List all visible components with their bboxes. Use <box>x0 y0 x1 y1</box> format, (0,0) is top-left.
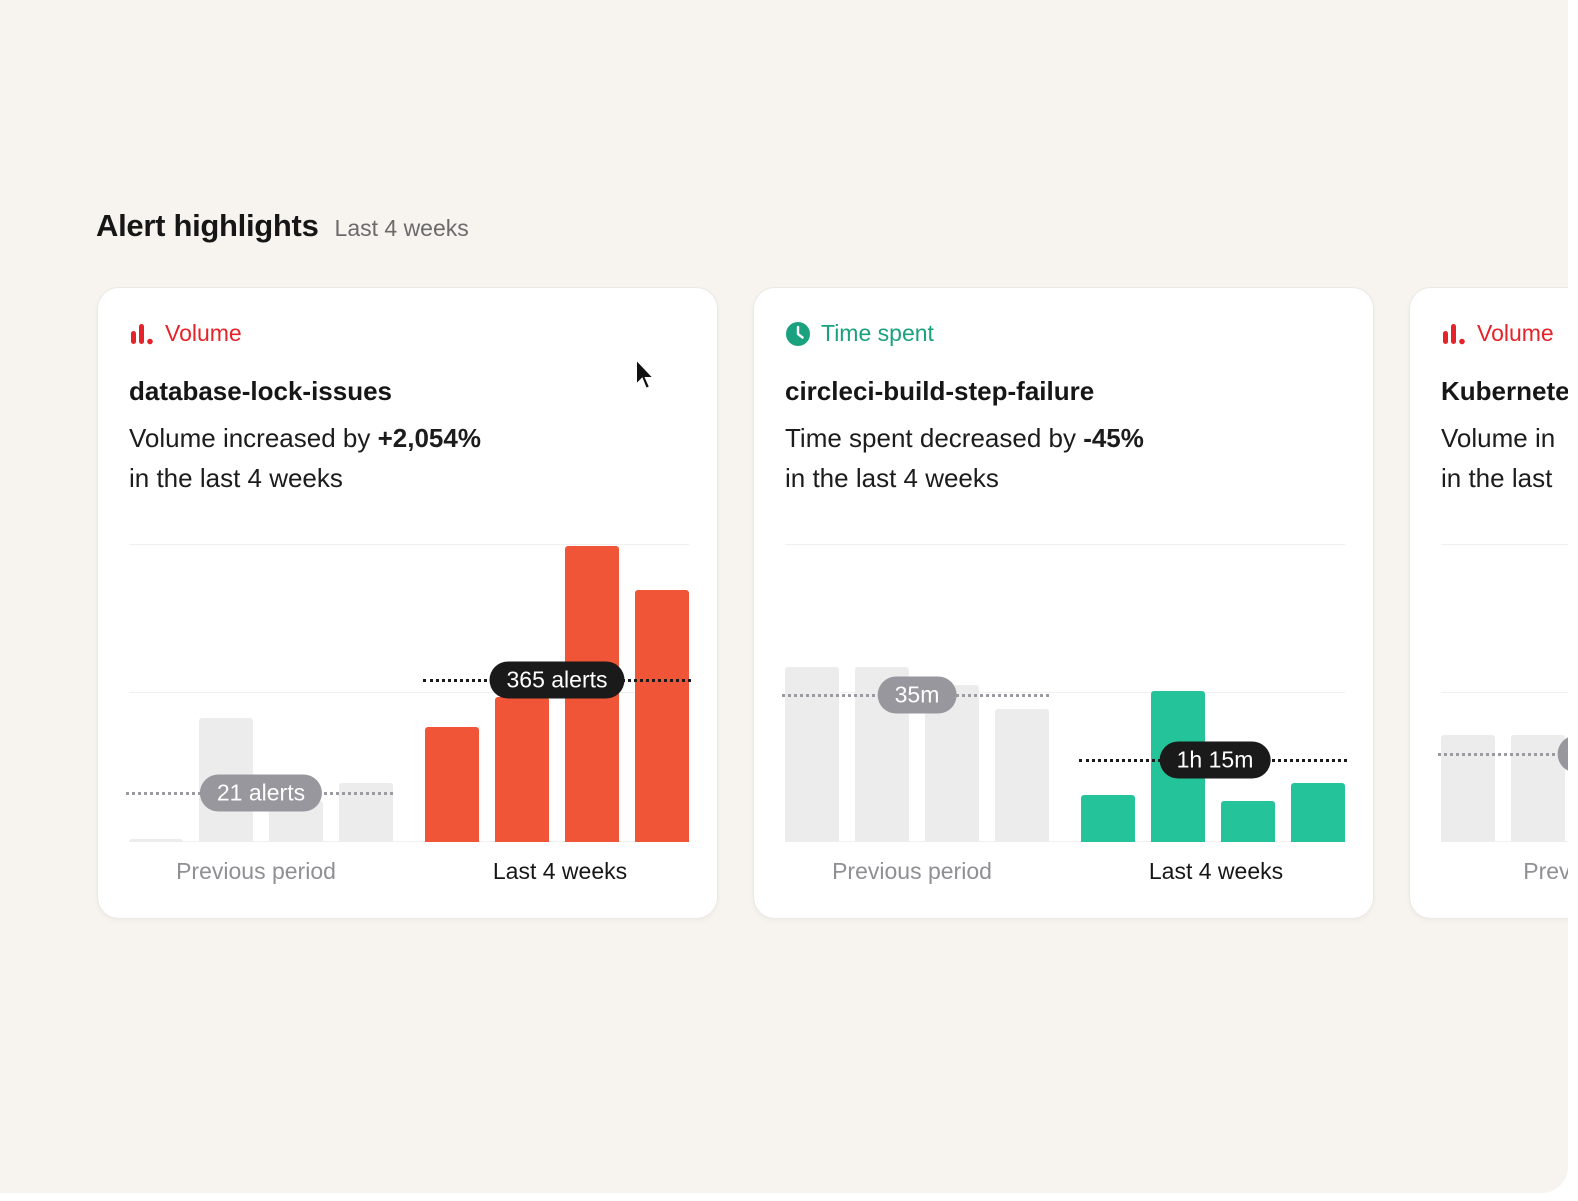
card-kind: Volume <box>129 320 242 347</box>
previous-period-label: Previous period <box>832 858 992 884</box>
gridline <box>1441 544 1568 545</box>
gridline <box>785 544 1345 545</box>
card-kind: Time spent <box>785 320 934 347</box>
description-prefix: Volume increased by <box>129 423 378 453</box>
mouse-cursor-icon <box>635 357 656 391</box>
kind-label: Volume <box>165 320 242 346</box>
comparison-chart: 35m 1h 15m <box>782 544 1347 842</box>
current-bar <box>495 696 549 842</box>
card-description: Time spent decreased by -45% in the last… <box>785 418 1144 498</box>
gridline <box>1441 692 1568 693</box>
current-bar <box>1221 800 1275 842</box>
description-suffix: in the last 4 weeks <box>785 463 999 493</box>
comparison-chart: 21 alerts 365 alerts <box>126 544 691 842</box>
bar-chart-icon <box>129 321 155 347</box>
current-bar <box>635 590 689 842</box>
highlight-card[interactable]: Volume Kubernetes Volume in in the last … <box>1409 287 1568 919</box>
previous-average-pill: 4 <box>1557 735 1568 773</box>
gridline <box>129 841 689 842</box>
current-average-pill: 1h 15m <box>1159 741 1271 779</box>
current-average-pill: 365 alerts <box>489 661 625 699</box>
description-prefix: Time spent decreased by <box>785 423 1084 453</box>
card-title[interactable]: circleci-build-step-failure <box>785 376 1095 406</box>
gridline <box>129 692 689 693</box>
previous-average-pill: 35m <box>877 676 957 714</box>
highlight-card[interactable]: Time spent circleci-build-step-failure T… <box>753 287 1374 919</box>
description-prefix: Volume in <box>1441 423 1556 453</box>
change-value: -45% <box>1083 423 1144 453</box>
card-title[interactable]: database-lock-issues <box>129 376 393 406</box>
kind-label: Time spent <box>821 320 934 346</box>
highlight-card[interactable]: Volume database-lock-issues Volume incre… <box>97 287 718 919</box>
current-bar <box>1081 794 1135 842</box>
current-bar <box>1291 782 1345 842</box>
gridline <box>1441 841 1568 842</box>
card-title[interactable]: Kubernetes <box>1441 376 1568 406</box>
previous-bar <box>129 839 183 842</box>
previous-average-pill: 21 alerts <box>199 774 323 812</box>
gridline <box>785 692 1345 693</box>
change-value: +2,054% <box>377 423 481 453</box>
previous-bar <box>995 708 1049 842</box>
bar-chart-icon <box>1441 321 1467 347</box>
previous-average-line <box>1438 753 1568 757</box>
gridline <box>129 544 689 545</box>
previous-bar <box>1441 735 1495 842</box>
previous-period-label: Previous <box>1523 858 1568 884</box>
section-header: Alert highlights Last 4 weeks <box>96 208 469 244</box>
kind-label: Volume <box>1477 320 1554 346</box>
current-bar <box>425 726 479 842</box>
current-period-label: Last 4 weeks <box>1148 858 1284 884</box>
card-description: Volume in in the last <box>1441 418 1555 498</box>
section-subtitle: Last 4 weeks <box>334 215 469 241</box>
description-suffix: in the last <box>1441 463 1553 493</box>
previous-period-label: Previous period <box>176 858 336 884</box>
card-kind: Volume <box>1441 320 1554 347</box>
gridline <box>785 841 1345 842</box>
clock-icon <box>785 321 811 347</box>
card-description: Volume increased by +2,054% in the last … <box>129 418 481 498</box>
comparison-chart: 4 <box>1438 544 1568 842</box>
current-period-label: Last 4 weeks <box>492 858 628 884</box>
description-suffix: in the last 4 weeks <box>129 463 343 493</box>
section-title: Alert highlights <box>96 208 319 243</box>
